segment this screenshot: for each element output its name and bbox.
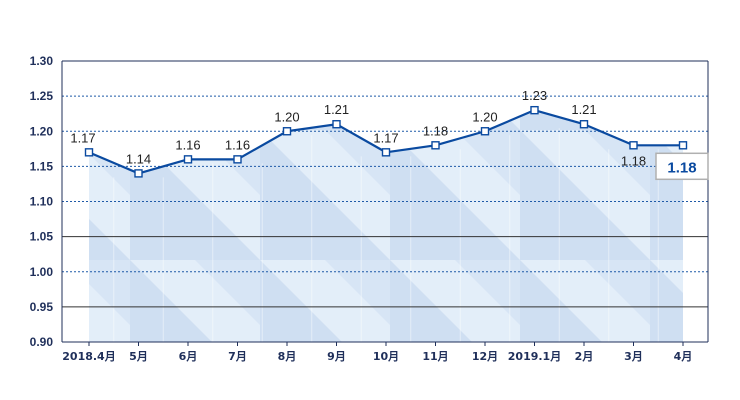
data-point-marker [134, 169, 143, 178]
data-label: 1.21 [324, 102, 349, 117]
data-label: 1.18 [621, 153, 646, 168]
data-label: 1.16 [225, 137, 250, 152]
data-label: 1.20 [472, 109, 497, 124]
data-point-marker [183, 155, 193, 164]
data-point-marker [678, 141, 688, 150]
y-tick-label: 1.10 [30, 195, 54, 209]
x-tick-label: 2月 [575, 350, 594, 363]
grid-layer [62, 95, 708, 308]
data-label: 1.23 [522, 88, 547, 103]
y-tick-label: 1.30 [30, 54, 54, 68]
data-label: 1.18 [423, 123, 448, 138]
data-point-marker [579, 120, 589, 129]
y-tick-label: 0.90 [30, 335, 54, 349]
y-tick-label: 1.15 [30, 159, 54, 173]
data-label: 1.20 [274, 109, 299, 124]
x-tick-label: 6月 [179, 350, 198, 363]
data-point-marker [381, 148, 391, 157]
data-label: 1.14 [126, 151, 151, 166]
data-point-marker [431, 141, 440, 150]
data-point-marker [332, 120, 341, 129]
x-tick-label: 5月 [129, 350, 148, 363]
x-tick-label: 2018.4月 [62, 350, 115, 363]
data-label: 1.17 [373, 130, 398, 145]
data-point-marker [282, 127, 292, 136]
x-tick-label: 11月 [422, 350, 448, 363]
y-tick-label: 1.00 [30, 265, 54, 279]
x-tick-label: 7月 [228, 350, 247, 363]
label-layer: 1.17 1.14 1.16 1.16 1.20 1.21 1.17 1.18 1.20 1.23… [70, 88, 709, 181]
callout-value: 1.18 [667, 159, 696, 176]
data-label: 1.21 [571, 102, 596, 117]
data-point-marker [233, 155, 242, 164]
data-label: 1.17 [70, 130, 95, 145]
area-fill-layer [89, 110, 683, 342]
data-point-marker [530, 105, 539, 115]
x-tick-label: 12月 [472, 350, 498, 363]
x-tick-label: 4月 [674, 350, 693, 363]
x-tick-label: 3月 [624, 350, 643, 363]
y-tick-label: 0.95 [30, 300, 54, 314]
axis-layer: 0.90 0.95 1.00 1.05 1.10 1.15 1.20 1.25 1.30 2018… [30, 54, 709, 363]
x-tick-label: 9月 [327, 350, 346, 363]
y-tick-label: 1.20 [30, 124, 54, 138]
x-tick-label: 10月 [373, 350, 399, 363]
y-tick-label: 1.05 [30, 230, 54, 244]
callout-box [655, 152, 709, 181]
x-tick-label: 8月 [278, 350, 297, 363]
y-tick-label: 1.25 [30, 89, 54, 103]
line-layer [84, 105, 688, 178]
data-label: 1.16 [175, 137, 200, 152]
x-tick-label: 2019.1月 [508, 350, 561, 363]
data-point-marker [480, 127, 490, 136]
area-fill [89, 110, 683, 342]
data-point-marker [84, 148, 94, 157]
data-point-marker [629, 141, 638, 150]
